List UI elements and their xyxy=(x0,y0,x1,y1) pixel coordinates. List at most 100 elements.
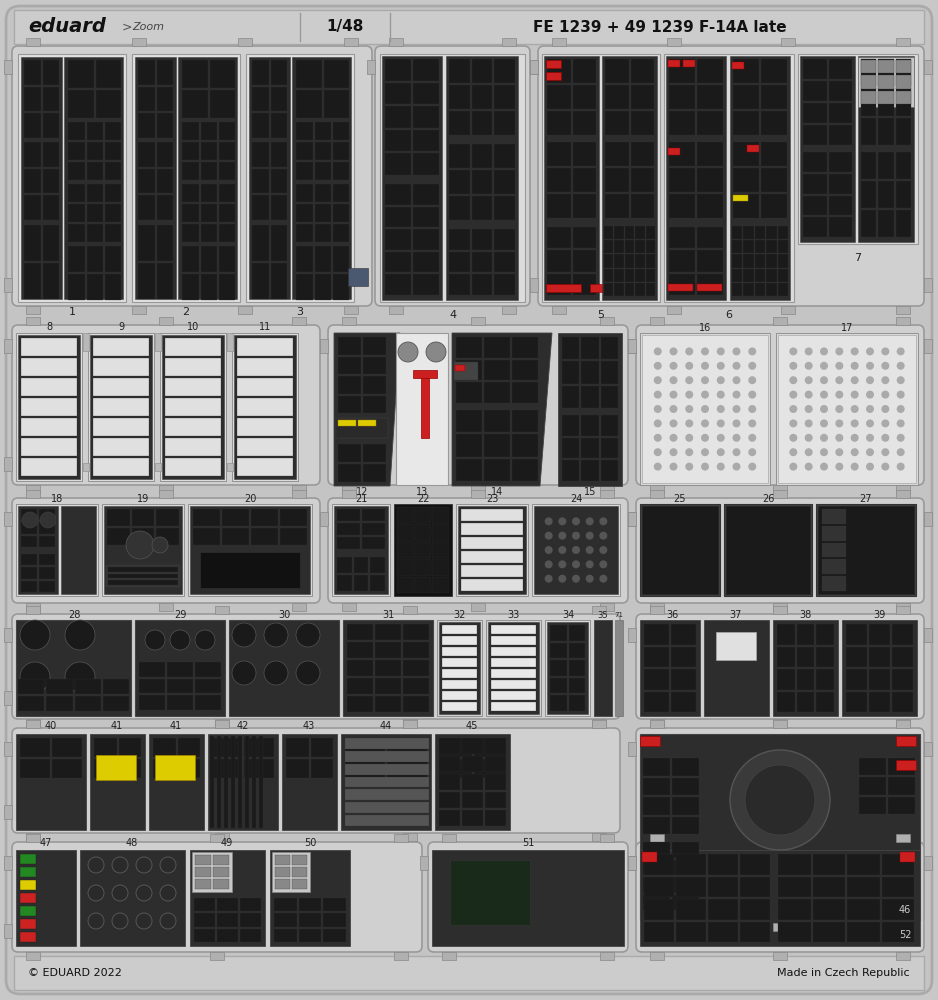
Circle shape xyxy=(654,434,661,442)
Bar xyxy=(669,85,695,109)
Bar xyxy=(582,438,598,458)
Bar xyxy=(389,306,403,314)
Bar xyxy=(896,210,911,237)
Circle shape xyxy=(882,347,889,355)
Bar xyxy=(562,361,580,384)
Circle shape xyxy=(670,405,677,413)
Bar xyxy=(568,643,585,658)
Circle shape xyxy=(805,347,812,355)
Bar xyxy=(796,647,814,667)
Bar xyxy=(605,194,628,218)
Circle shape xyxy=(866,347,874,355)
Bar xyxy=(697,168,723,192)
Bar xyxy=(132,54,240,302)
Circle shape xyxy=(264,661,288,685)
Bar xyxy=(68,224,84,242)
Bar xyxy=(201,142,217,160)
Bar xyxy=(188,504,312,596)
Bar xyxy=(24,142,40,167)
Bar xyxy=(562,460,580,481)
Bar xyxy=(600,490,614,498)
Bar xyxy=(21,509,37,520)
Bar xyxy=(669,227,695,248)
Bar xyxy=(630,59,654,83)
Bar xyxy=(828,103,852,123)
Circle shape xyxy=(686,405,693,413)
Bar xyxy=(343,620,433,716)
Circle shape xyxy=(882,448,889,456)
Bar xyxy=(882,854,914,874)
Bar xyxy=(4,457,12,471)
Bar xyxy=(669,168,695,192)
Circle shape xyxy=(805,362,812,370)
Bar xyxy=(238,38,252,46)
Bar xyxy=(439,792,460,808)
Bar xyxy=(672,816,699,834)
Bar xyxy=(193,528,220,545)
Bar xyxy=(446,56,518,300)
Bar xyxy=(244,759,274,778)
Bar xyxy=(778,283,788,296)
Bar xyxy=(39,509,55,520)
Text: 15: 15 xyxy=(583,487,597,497)
Bar xyxy=(582,415,598,436)
Bar xyxy=(650,490,664,498)
Circle shape xyxy=(851,391,858,399)
Bar xyxy=(605,142,628,166)
Circle shape xyxy=(585,546,594,554)
Bar xyxy=(20,880,36,890)
Bar xyxy=(672,894,699,910)
Bar xyxy=(26,833,40,841)
Circle shape xyxy=(805,434,812,442)
Circle shape xyxy=(170,630,190,650)
Text: 25: 25 xyxy=(673,494,687,504)
Bar xyxy=(201,274,217,300)
Circle shape xyxy=(851,347,858,355)
Bar xyxy=(4,60,12,74)
Text: 37: 37 xyxy=(730,610,742,620)
Bar xyxy=(484,360,510,380)
Bar xyxy=(671,647,696,667)
Bar xyxy=(396,333,448,485)
Bar xyxy=(375,642,401,658)
Bar xyxy=(222,509,249,526)
Bar xyxy=(439,810,460,826)
Bar xyxy=(4,805,12,819)
Bar xyxy=(389,38,403,46)
Bar xyxy=(732,226,742,239)
Bar xyxy=(237,458,293,476)
Bar xyxy=(846,624,867,645)
Bar xyxy=(858,56,914,242)
Bar xyxy=(68,90,94,118)
Bar xyxy=(645,283,655,296)
Bar xyxy=(345,789,429,800)
Bar xyxy=(106,565,180,587)
Bar xyxy=(676,899,706,920)
Bar xyxy=(16,850,76,946)
Bar xyxy=(94,759,116,778)
Bar xyxy=(219,162,235,180)
Bar xyxy=(846,669,867,690)
Bar xyxy=(449,252,470,272)
Circle shape xyxy=(558,560,567,568)
Circle shape xyxy=(717,448,725,456)
Bar xyxy=(888,777,915,795)
Bar xyxy=(39,581,55,592)
Bar xyxy=(472,85,492,109)
Bar xyxy=(572,85,596,109)
Bar xyxy=(600,415,618,436)
Bar xyxy=(333,274,350,300)
Circle shape xyxy=(836,362,843,370)
Circle shape xyxy=(790,434,797,442)
Bar xyxy=(347,642,373,658)
Bar xyxy=(282,734,337,830)
Bar xyxy=(194,898,215,911)
Bar xyxy=(21,338,77,356)
Bar xyxy=(642,506,718,594)
Circle shape xyxy=(897,391,904,399)
Text: 19: 19 xyxy=(137,494,149,504)
Bar xyxy=(194,913,215,927)
Bar xyxy=(21,581,37,592)
Bar xyxy=(177,759,200,778)
Circle shape xyxy=(686,463,693,471)
